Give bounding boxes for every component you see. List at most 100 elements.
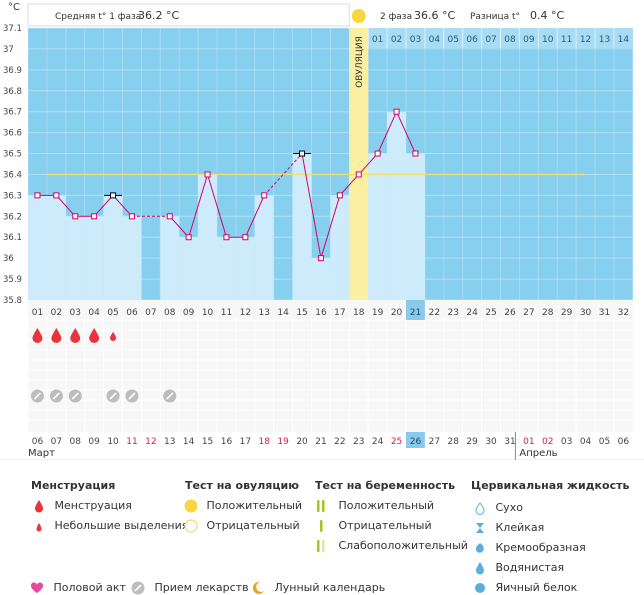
phase1-box [27,3,350,27]
ovulation-sun-icon [351,9,366,23]
legend-medication-label: Прием лекарств [154,581,249,594]
temp-point [317,255,324,262]
top-day-label: 08 [504,35,516,45]
legend-moon: Лунный календарь [251,581,385,595]
legend-pregnancy-title: Тест на беременность [315,479,456,492]
top-day-cell [595,28,614,48]
cycle-day-label: 04 [88,308,100,318]
sticky-icon [476,523,484,533]
legend-intercourse: Половой акт [30,581,126,594]
date-label: 31 [504,437,515,447]
cycle-day-label: 14 [277,308,289,318]
y-tick-label: 37 [3,45,14,55]
temp-point [72,213,79,220]
date-label: 04 [580,437,592,447]
temp-bar [28,195,47,300]
temp-line-segment [93,195,114,217]
pregnancy-positive-icon [317,500,325,512]
diff-value: 0.4 °C [530,9,564,22]
month-label: Апрель [519,448,557,459]
cycle-day-label: 07 [145,308,156,318]
temp-bar [311,258,331,300]
pregnancy-weak-icon [317,540,325,552]
pill-stroke [128,392,136,400]
temp-line-segment [112,195,133,217]
cycle-day-label: 20 [391,308,403,318]
temp-bar [292,153,312,300]
date-label: 26 [410,437,422,447]
cycle-day-label: 30 [580,308,592,318]
date-label: 13 [164,437,175,447]
top-day-cell [462,28,482,48]
menstruation-drop-icon [89,328,100,343]
top-day-label: 10 [542,35,554,45]
top-day-label: 03 [410,35,421,45]
legend-pregnancy-weak: Слабоположительный [316,539,468,553]
top-day-label: 13 [599,35,610,45]
y-tick-label: 36 [3,254,14,264]
top-day-cell [500,28,520,48]
cycle-day-label: 23 [448,308,459,318]
menstruation-drop-icon [51,328,62,343]
temp-point [393,108,400,115]
y-tick-label: 36.7 [3,108,22,118]
cycle-day-label: 02 [51,308,62,318]
y-tick-label: 36.5 [3,150,22,160]
temp-bar [368,153,388,300]
legend-cervical-egg: Яичный белок [474,581,577,595]
date-label: 06 [618,437,630,447]
temp-bar [217,237,236,300]
pill-stroke [52,392,60,400]
moon-icon [252,581,264,594]
temp-line-segment [339,174,360,196]
temp-line-segment [320,195,341,259]
cycle-day-label: 25 [485,308,496,318]
cycle-day-label: 28 [542,308,554,318]
temp-bar [84,216,104,300]
top-day-cell [519,28,539,48]
top-day-label: 14 [618,35,630,45]
legend-cervical-sticky-label: Клейкая [495,521,545,534]
spotting-drop-icon [110,332,117,341]
temp-point [53,192,60,199]
date-label: 20 [296,437,308,447]
cycle-day-label: 06 [126,308,138,318]
date-label: 05 [599,437,610,447]
legend-pregnancy-weak-label: Слабоположительный [338,539,468,552]
ovulation-label: ОВУЛЯЦИЯ [355,36,365,88]
top-day-cell [387,28,406,48]
egg-white-icon [475,583,485,593]
date-label: 23 [353,437,364,447]
legend-cervical-watery: Водянистая [474,561,564,575]
y-tick-label: 36.9 [3,66,22,76]
legend-spotting: Небольшие выделения [34,519,188,533]
top-day-label: 05 [448,35,459,45]
temp-point [166,213,173,220]
phase1-value: 36.2 °C [138,9,179,22]
cycle-day-label: 29 [561,308,573,318]
legend-menstruation: Менструация [34,499,132,513]
temp-bar [46,195,66,300]
temp-line-segment [207,174,227,238]
date-label: 02 [542,437,553,447]
cycle-day-label: 18 [353,308,365,318]
y-tick-label: 36.8 [3,87,22,97]
legend-cervical-sticky: Клейкая [474,521,544,535]
y-tick-label: 35.9 [3,275,22,285]
top-day-label: 12 [580,35,591,45]
blood-drop-icon [35,500,43,513]
top-day-label: 07 [485,35,496,45]
pregnancy-negative-icon [320,520,323,532]
menstruation-drop-icon [32,328,43,343]
legend-pregnancy-positive: Положительный [316,499,434,513]
temp-bar [179,237,199,300]
phase1-label: Средняя t° 1 фаза [55,12,141,22]
temp-line-segment [169,215,190,238]
cycle-day-label: 19 [372,308,384,318]
y-tick-label: 36.4 [3,170,22,180]
heart-icon [30,582,44,593]
legend-ovulation-negative-label: Отрицательный [206,519,300,532]
date-label: 16 [221,437,233,447]
cycle-day-label: 32 [618,308,629,318]
date-label: 07 [51,437,62,447]
